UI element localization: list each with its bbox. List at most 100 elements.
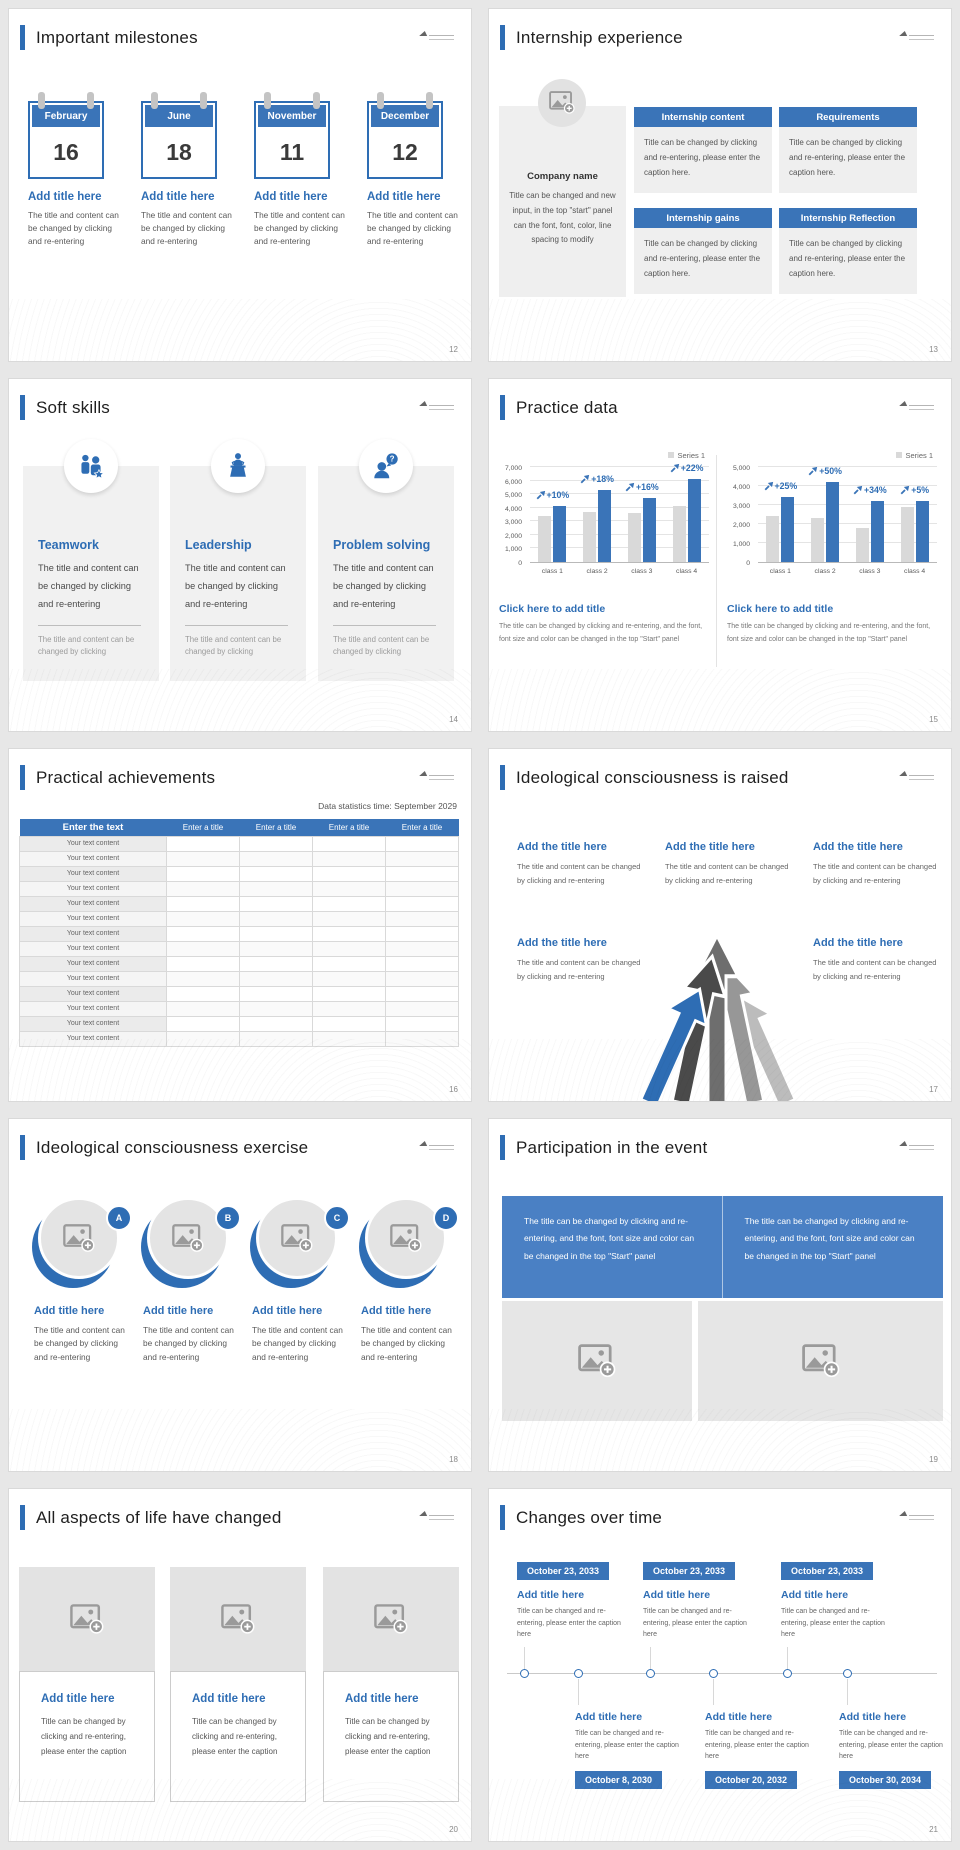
table-cell xyxy=(385,895,459,912)
slide-12-thumbnail[interactable]: Important milestones February 16 Add tit… xyxy=(8,8,472,362)
page-number: 18 xyxy=(449,1455,458,1464)
caption-title: Click here to add title xyxy=(499,603,606,615)
letter-badge: A xyxy=(106,1205,132,1231)
brand-logo xyxy=(899,401,936,412)
company-description: Title can be changed and new input, in t… xyxy=(509,191,616,245)
image-placeholder xyxy=(170,1567,306,1671)
table-cell xyxy=(385,880,459,897)
bar-plot: 0 1,000 2,000 3,000 4,000 5,000 +25% class 1 +50… xyxy=(723,465,937,575)
up-arrow-icon xyxy=(808,466,818,476)
table-row: Your text content xyxy=(19,865,459,882)
table-cell xyxy=(312,1000,386,1017)
image-placeholder xyxy=(538,79,586,127)
table-cell xyxy=(239,925,313,942)
y-tick-label: 4,000 xyxy=(732,484,750,491)
table-cell: Your text content xyxy=(19,925,167,942)
timeline-node xyxy=(783,1669,792,1678)
item-title: Add title here xyxy=(254,191,328,203)
slide-15-thumbnail[interactable]: Practice data Series 1 0 1,000 2,000 3,000 4,… xyxy=(488,378,952,732)
table-cell xyxy=(312,865,386,882)
slide-18-thumbnail[interactable]: Ideological consciousness exercise A Add… xyxy=(8,1118,472,1472)
growth-annotation: +18% xyxy=(564,474,630,484)
table-cell xyxy=(239,1030,313,1047)
bar-series1 xyxy=(855,528,869,562)
image-placeholder xyxy=(323,1567,459,1671)
timeline-item-top: October 23, 2033 Add title here Title ca… xyxy=(643,1561,755,1641)
item-body: The title and content can be changed by … xyxy=(361,1325,452,1362)
table-cell xyxy=(239,985,313,1002)
box-header: Requirements xyxy=(779,107,917,127)
titled-item: Add the title here The title and content… xyxy=(813,841,941,887)
table-cell xyxy=(312,1015,386,1032)
box-body: Title can be changed by clicking and re-… xyxy=(779,127,917,193)
table-cell xyxy=(312,940,386,957)
calendar-day: 11 xyxy=(279,138,305,165)
slide-19-thumbnail[interactable]: Participation in the event The title can… xyxy=(488,1118,952,1472)
table-row: Your text content xyxy=(19,1015,459,1032)
item-body: Title can be changed by clicking and re-… xyxy=(192,1717,278,1757)
brand-logo xyxy=(419,401,456,412)
y-tick-label: 2,000 xyxy=(504,532,522,540)
calendar-day: 18 xyxy=(166,138,192,165)
title-accent-bar xyxy=(20,1505,25,1530)
table-cell xyxy=(385,1000,459,1017)
milestone-item: November 11 Add title here The title and… xyxy=(252,92,348,248)
card-body: The title and content can be changed by … xyxy=(333,563,434,609)
slide-title: Practice data xyxy=(516,397,618,417)
item-body: Title can be changed and re-entering, pl… xyxy=(643,1608,747,1639)
caption-text: The title can be changed by clicking and… xyxy=(727,623,931,643)
item-title: Add title here xyxy=(361,1305,432,1317)
slide-13-thumbnail[interactable]: Internship experience Company name Title… xyxy=(488,8,952,362)
table-cell: Your text content xyxy=(19,880,167,897)
table-cell xyxy=(166,835,240,852)
slide-21-thumbnail[interactable]: Changes over time October 23, 2033 Add t… xyxy=(488,1488,952,1842)
table-cell xyxy=(166,985,240,1002)
bar-group: +50% class 2 xyxy=(806,466,844,575)
bar-plot: 0 1,000 2,000 3,000 4,000 5,000 6,000 7,000 +10%… xyxy=(495,463,709,575)
card-title: Leadership xyxy=(185,538,252,552)
bar-chart-right: Series 1 0 1,000 2,000 3,000 4,000 5,000 +25% cl… xyxy=(723,451,937,575)
table-cell xyxy=(166,1015,240,1032)
company-name: Company name xyxy=(527,171,598,182)
table-row: Your text content xyxy=(19,880,459,897)
date-badge: October 8, 2030 xyxy=(575,1770,663,1789)
table-cell xyxy=(385,985,459,1002)
table-cell xyxy=(239,955,313,972)
title-accent-bar xyxy=(500,765,505,790)
up-arrow-icon xyxy=(900,485,910,495)
page-number: 17 xyxy=(929,1085,938,1094)
divider xyxy=(38,624,141,626)
skill-card: ? Problem solving The title and content … xyxy=(318,439,454,681)
divider xyxy=(716,455,717,667)
item-title: Add title here xyxy=(517,1589,585,1601)
bar-group: +25% class 1 xyxy=(761,467,799,575)
titled-item: Add the title here The title and content… xyxy=(813,937,941,983)
milestone-item: June 18 Add title here The title and con… xyxy=(139,92,235,248)
skill-card: Teamwork The title and content can be ch… xyxy=(23,439,159,681)
x-tick-label: class 1 xyxy=(769,568,791,575)
slide-16-thumbnail[interactable]: Practical achievements Data statistics t… xyxy=(8,748,472,1102)
table-cell xyxy=(166,1030,240,1047)
slide-17-thumbnail[interactable]: Ideological consciousness is raised Add … xyxy=(488,748,952,1102)
item-title: Add title here xyxy=(575,1711,643,1723)
table-row: Your text content xyxy=(19,1030,459,1047)
slide-title: Ideological consciousness exercise xyxy=(36,1137,309,1157)
table-cell xyxy=(312,880,386,897)
item-title: Add the title here xyxy=(813,937,903,949)
item-body: The title and content can be changed by … xyxy=(141,210,232,247)
brand-logo xyxy=(899,31,936,42)
table-cell xyxy=(385,955,459,972)
item-body: The title and content can be changed by … xyxy=(252,1325,343,1362)
timeline-node xyxy=(843,1669,852,1678)
growth-annotation: +5% xyxy=(882,485,948,495)
slide-title: Important milestones xyxy=(36,27,198,47)
box-body: Title can be changed by clicking and re-… xyxy=(779,228,917,294)
table-cell xyxy=(239,970,313,987)
converging-arrows-graphic xyxy=(628,933,808,1101)
bar-series1 xyxy=(583,512,597,562)
gridline xyxy=(530,533,709,535)
slide-20-thumbnail[interactable]: All aspects of life have changed Add tit… xyxy=(8,1488,472,1842)
slide-14-thumbnail[interactable]: Soft skills Teamwork The title and conte… xyxy=(8,378,472,732)
milestone-item: December 12 Add title here The title and… xyxy=(365,92,461,248)
item-body: The title and content can be changed by … xyxy=(28,210,119,247)
